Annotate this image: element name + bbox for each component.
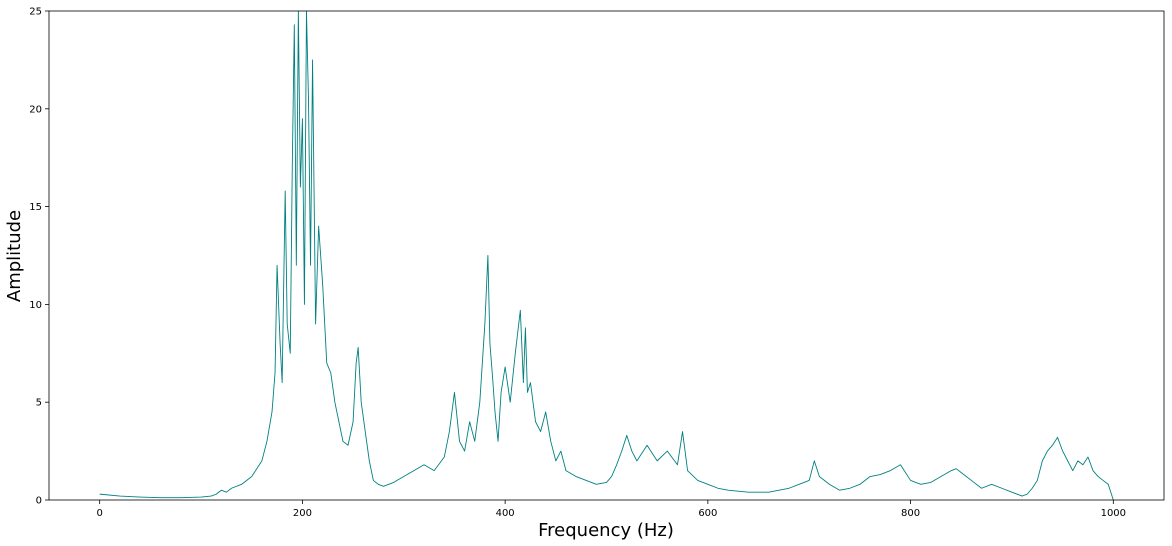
x-tick-label: 1000 bbox=[1101, 508, 1126, 519]
plot-background bbox=[49, 11, 1164, 500]
series-layer bbox=[99, 11, 1114, 500]
x-tick-label: 600 bbox=[698, 508, 717, 519]
x-axis-ticks: 0 200 400 600 800 1000 bbox=[96, 500, 1126, 519]
y-tick-label: 20 bbox=[29, 104, 42, 115]
y-axis-ticks: 0 5 10 15 20 25 bbox=[29, 7, 49, 507]
x-tick-label: 0 bbox=[96, 508, 102, 519]
y-tick-label: 10 bbox=[29, 300, 42, 311]
y-tick-label: 25 bbox=[29, 7, 42, 18]
series-line-0 bbox=[99, 11, 1114, 500]
x-tick-label: 800 bbox=[901, 508, 920, 519]
x-axis-label: Frequency (Hz) bbox=[538, 520, 674, 541]
x-tick-label: 400 bbox=[496, 508, 515, 519]
x-tick-label: 200 bbox=[293, 508, 312, 519]
plot-frame bbox=[48, 10, 1165, 501]
y-tick-label: 5 bbox=[36, 398, 42, 409]
y-axis-label: Amplitude bbox=[4, 210, 25, 302]
y-tick-label: 15 bbox=[29, 202, 42, 213]
y-tick-label: 0 bbox=[36, 496, 42, 507]
